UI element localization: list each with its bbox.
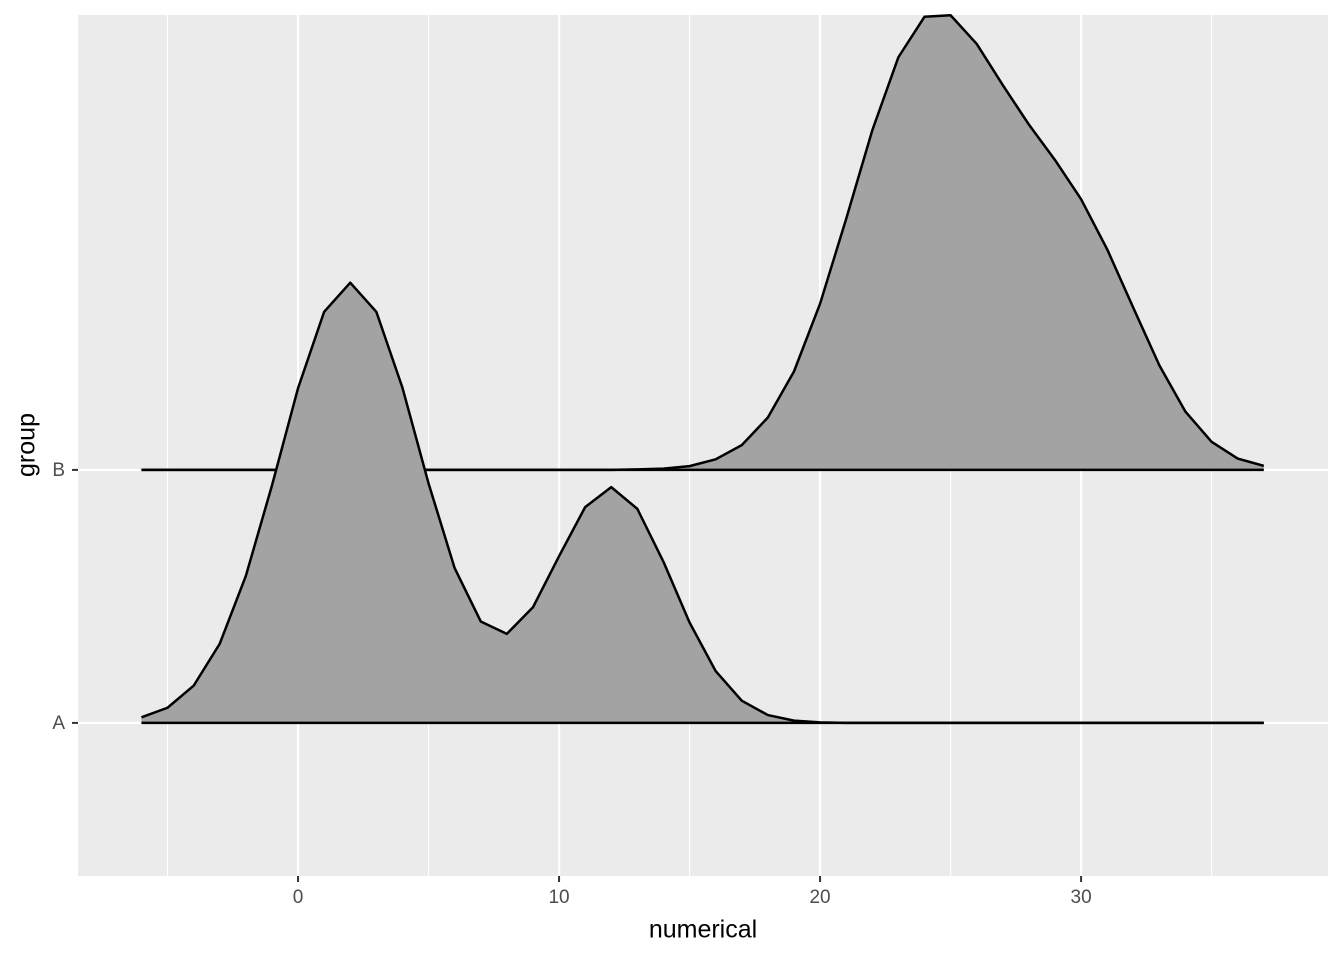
- x-tick-label: 20: [809, 887, 830, 908]
- y-tick-label: B: [52, 460, 65, 481]
- x-tick-label: 0: [293, 887, 304, 908]
- ridge-area: [141, 282, 1264, 723]
- x-tick-label: 30: [1071, 887, 1092, 908]
- x-axis-title: numerical: [649, 916, 757, 944]
- ridge-line: [140, 281, 1264, 725]
- y-tick-label: A: [52, 713, 65, 734]
- y-axis-title: group: [13, 413, 41, 477]
- ridge-area: [141, 15, 1264, 470]
- x-tick-label: 10: [548, 887, 569, 908]
